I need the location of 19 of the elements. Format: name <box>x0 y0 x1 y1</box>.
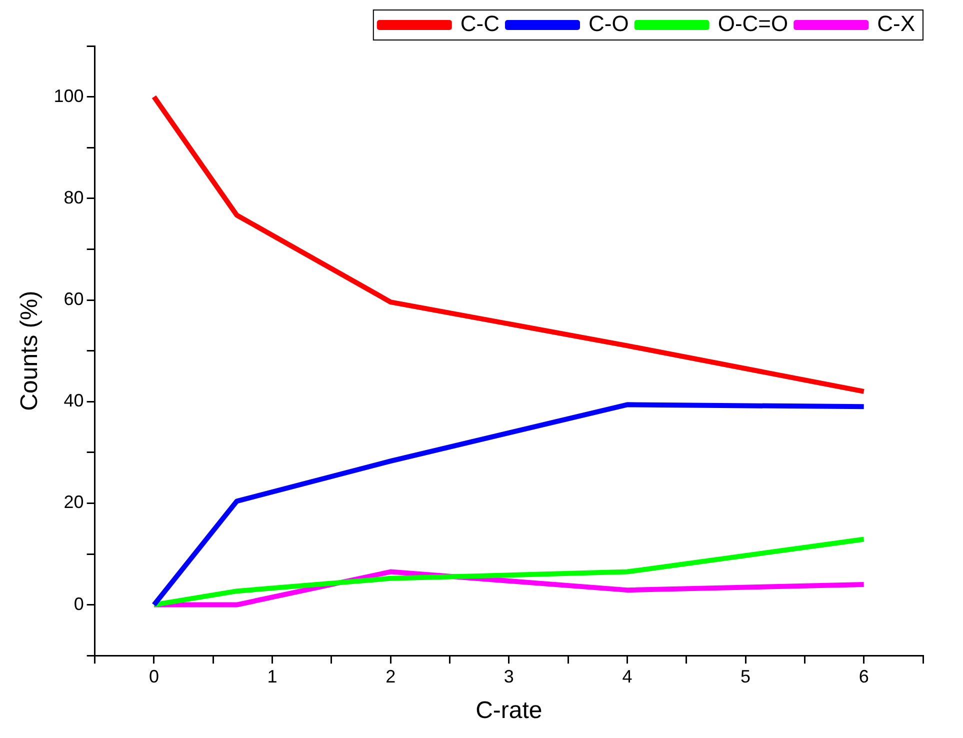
x-tick-label: 6 <box>858 666 869 686</box>
x-tick-label: 2 <box>386 666 396 686</box>
y-axis-title: Counts (%) <box>16 290 44 411</box>
x-tick-label: 3 <box>504 666 514 686</box>
y-tick-label: 60 <box>64 288 84 309</box>
x-tick-label: 1 <box>267 666 278 686</box>
y-tick-label: 100 <box>54 86 84 106</box>
y-tick-label: 40 <box>64 390 84 411</box>
legend-label: O-C=O <box>718 11 788 36</box>
x-axis-title: C-rate <box>476 697 542 724</box>
y-tick-label: 80 <box>64 187 84 208</box>
legend-label: C-O <box>588 11 629 36</box>
legend-label: C-C <box>460 11 500 36</box>
y-tick-label: 0 <box>74 594 84 614</box>
x-tick-label: 4 <box>622 666 632 686</box>
y-tick-label: 20 <box>64 492 84 512</box>
x-tick-label: 5 <box>740 666 751 686</box>
legend-label: C-X <box>877 11 916 36</box>
x-tick-label: 0 <box>148 666 159 686</box>
